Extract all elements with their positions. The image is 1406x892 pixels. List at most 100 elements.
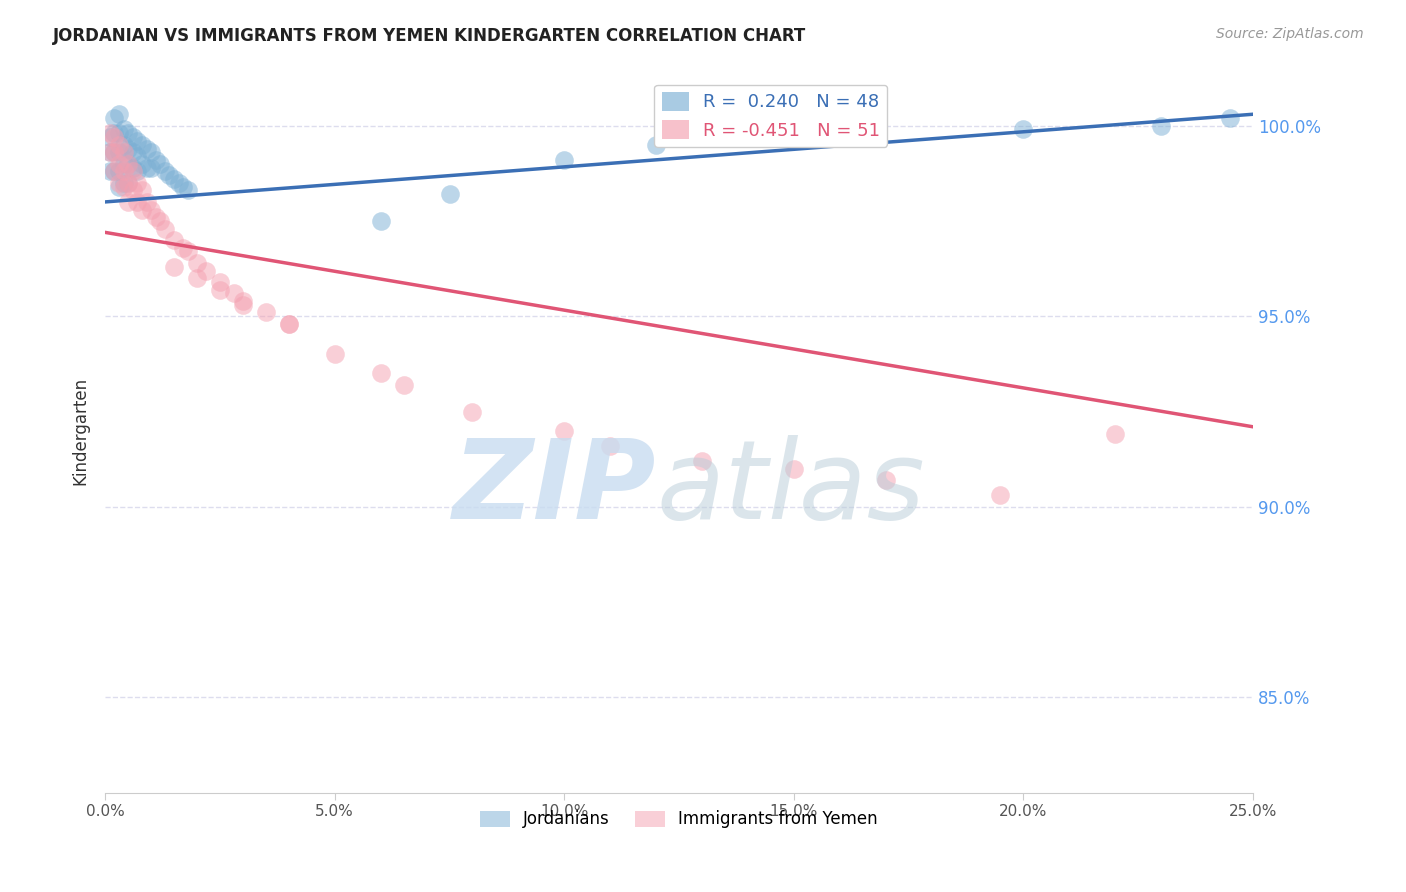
Point	[131, 137, 153, 152]
Point	[208, 283, 231, 297]
Point	[153, 164, 176, 178]
Point	[690, 454, 713, 468]
Point	[135, 161, 157, 175]
Point	[439, 187, 461, 202]
Point	[153, 221, 176, 235]
Point	[1104, 427, 1126, 442]
Point	[145, 210, 167, 224]
Point	[875, 473, 897, 487]
Point	[277, 317, 299, 331]
Point	[277, 317, 299, 331]
Point	[186, 271, 208, 285]
Point	[461, 404, 484, 418]
Point	[1150, 119, 1173, 133]
Point	[117, 176, 139, 190]
Point	[131, 157, 153, 171]
Point	[103, 130, 125, 145]
Point	[177, 184, 200, 198]
Point	[553, 153, 575, 167]
Point	[103, 126, 125, 140]
Point	[139, 145, 162, 160]
Point	[127, 149, 149, 163]
Point	[117, 126, 139, 140]
Point	[195, 263, 218, 277]
Point	[98, 164, 121, 178]
Point	[645, 137, 668, 152]
Y-axis label: Kindergarten: Kindergarten	[72, 376, 89, 484]
Point	[108, 176, 131, 190]
Text: Source: ZipAtlas.com: Source: ZipAtlas.com	[1216, 27, 1364, 41]
Point	[121, 145, 143, 160]
Point	[145, 153, 167, 167]
Point	[172, 241, 194, 255]
Point	[108, 179, 131, 194]
Point	[112, 145, 135, 160]
Point	[108, 145, 131, 160]
Point	[121, 164, 143, 178]
Point	[117, 157, 139, 171]
Point	[117, 194, 139, 209]
Point	[392, 377, 415, 392]
Point	[135, 142, 157, 156]
Point	[1219, 111, 1241, 125]
Point	[108, 126, 131, 140]
Point	[117, 176, 139, 190]
Point	[159, 168, 181, 182]
Point	[108, 157, 131, 171]
Point	[108, 137, 131, 152]
Point	[806, 119, 828, 133]
Point	[186, 256, 208, 270]
Point	[98, 130, 121, 145]
Point	[599, 439, 621, 453]
Point	[232, 298, 254, 312]
Point	[163, 172, 186, 186]
Point	[149, 214, 172, 228]
Point	[103, 145, 125, 160]
Point	[988, 488, 1011, 502]
Point	[98, 145, 121, 160]
Point	[121, 184, 143, 198]
Point	[163, 260, 186, 274]
Text: atlas: atlas	[657, 435, 925, 542]
Point	[222, 286, 245, 301]
Point	[112, 122, 135, 136]
Point	[103, 145, 125, 160]
Point	[208, 275, 231, 289]
Text: ZIP: ZIP	[453, 435, 657, 542]
Point	[121, 161, 143, 175]
Point	[112, 157, 135, 171]
Point	[163, 233, 186, 247]
Point	[127, 176, 149, 190]
Point	[108, 164, 131, 178]
Legend: Jordanians, Immigrants from Yemen: Jordanians, Immigrants from Yemen	[474, 804, 884, 835]
Point	[370, 214, 392, 228]
Point	[108, 107, 131, 121]
Point	[121, 130, 143, 145]
Point	[167, 176, 190, 190]
Point	[127, 164, 149, 178]
Point	[103, 164, 125, 178]
Point	[149, 157, 172, 171]
Point	[783, 461, 806, 475]
Point	[98, 145, 121, 160]
Point	[103, 164, 125, 178]
Point	[131, 184, 153, 198]
Point	[177, 244, 200, 259]
Point	[232, 293, 254, 308]
Point	[112, 164, 135, 178]
Point	[117, 142, 139, 156]
Point	[139, 161, 162, 175]
Point	[127, 194, 149, 209]
Point	[117, 157, 139, 171]
Point	[98, 126, 121, 140]
Point	[254, 305, 277, 319]
Point	[370, 367, 392, 381]
Point	[112, 137, 135, 152]
Point	[112, 179, 135, 194]
Point	[127, 134, 149, 148]
Point	[172, 179, 194, 194]
Text: JORDANIAN VS IMMIGRANTS FROM YEMEN KINDERGARTEN CORRELATION CHART: JORDANIAN VS IMMIGRANTS FROM YEMEN KINDE…	[53, 27, 807, 45]
Point	[323, 347, 346, 361]
Point	[139, 202, 162, 217]
Point	[1012, 122, 1035, 136]
